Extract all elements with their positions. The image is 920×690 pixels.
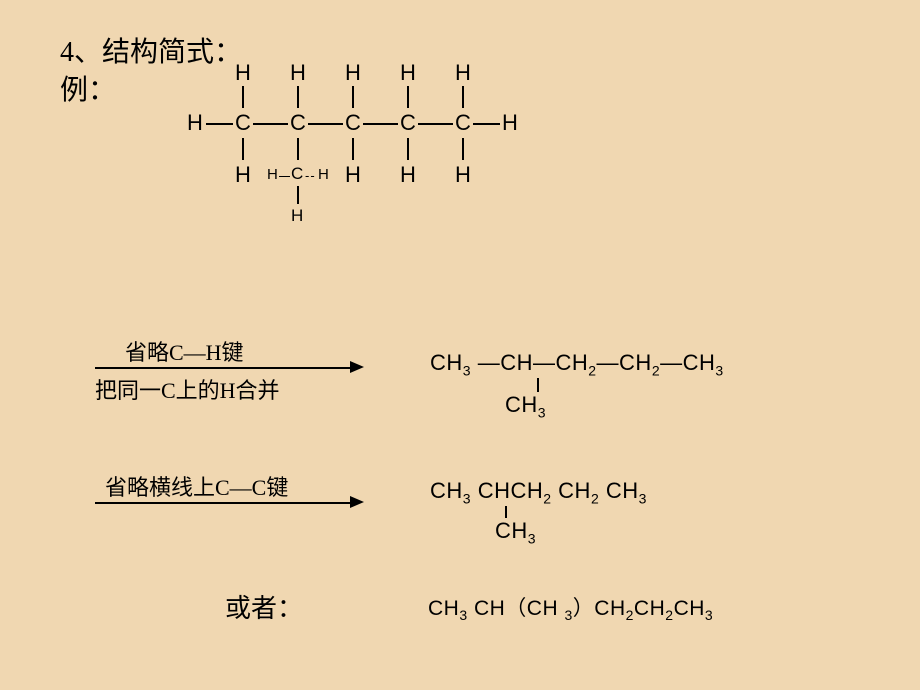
bond-vertical bbox=[407, 138, 409, 160]
ffp2: CH（CH bbox=[468, 597, 565, 620]
ffp0: CH bbox=[428, 597, 459, 620]
bond-horizontal bbox=[253, 123, 288, 125]
arrow-head-icon bbox=[350, 496, 364, 508]
bond-vertical bbox=[297, 86, 299, 108]
atom-h: H bbox=[290, 60, 306, 86]
f1bp0: CH bbox=[505, 392, 538, 417]
bond-horizontal bbox=[279, 176, 290, 177]
atom-h: H bbox=[455, 60, 471, 86]
atom-h: H bbox=[235, 60, 251, 86]
f1p3: 2 bbox=[588, 362, 596, 378]
heading-line-2: 例： bbox=[60, 68, 116, 108]
atom-c: C bbox=[291, 164, 303, 184]
f1p0: CH bbox=[430, 350, 463, 375]
bond-vertical bbox=[242, 138, 244, 160]
ffp1: 3 bbox=[459, 607, 467, 623]
bond-horizontal bbox=[473, 123, 500, 125]
bond-horizontal bbox=[363, 123, 398, 125]
bond-horizontal bbox=[418, 123, 453, 125]
step1-arrow: 省略C—H键 把同一C上的H合并 bbox=[95, 335, 375, 405]
structural-formula: H H H H H H C C C C C H H H C -- H H H H… bbox=[180, 60, 600, 290]
arrow-line bbox=[95, 502, 350, 504]
atom-h: H bbox=[318, 166, 329, 183]
dash-bond: -- bbox=[305, 168, 316, 183]
f2p0: CH bbox=[430, 478, 463, 503]
arrow-head-icon bbox=[350, 361, 364, 373]
bond-vertical bbox=[462, 86, 464, 108]
bond-vertical bbox=[297, 138, 299, 160]
atom-h: H bbox=[345, 60, 361, 86]
step2-arrow: 省略横线上C—C键 bbox=[95, 470, 375, 530]
atom-c: C bbox=[290, 110, 306, 136]
atom-c: C bbox=[455, 110, 471, 136]
ffp8: CH bbox=[674, 597, 705, 620]
bond-horizontal bbox=[206, 123, 233, 125]
bond-vertical bbox=[462, 138, 464, 160]
bond-horizontal bbox=[308, 123, 343, 125]
f1p4: —CH bbox=[597, 350, 652, 375]
atom-c: C bbox=[235, 110, 251, 136]
condensed-formula-1: CH3 —CH—CH2—CH2—CH3 bbox=[430, 350, 724, 378]
condensed-formula-2-branch: CH3 bbox=[495, 518, 536, 546]
f2p4: CH bbox=[552, 478, 591, 503]
f1p5: 2 bbox=[652, 362, 660, 378]
branch-bond bbox=[537, 378, 539, 392]
atom-h: H bbox=[345, 162, 361, 188]
f1p7: 3 bbox=[715, 362, 723, 378]
atom-h: H bbox=[187, 110, 203, 136]
ffp3: 3 bbox=[564, 607, 572, 623]
condensed-formula-1-branch: CH3 bbox=[505, 392, 546, 420]
atom-h: H bbox=[267, 166, 278, 183]
ffp5: 2 bbox=[626, 607, 634, 623]
bond-vertical bbox=[352, 138, 354, 160]
step1-below-text: 把同一C上的H合并 bbox=[95, 373, 280, 405]
f1bp1: 3 bbox=[538, 404, 546, 420]
step2-above-text: 省略横线上C—C键 bbox=[105, 470, 288, 502]
f2bp1: 3 bbox=[528, 530, 536, 546]
bond-vertical bbox=[297, 186, 299, 204]
f2p5: 2 bbox=[591, 490, 599, 506]
atom-h: H bbox=[455, 162, 471, 188]
f2p2: CHCH bbox=[471, 478, 543, 503]
atom-h: H bbox=[291, 206, 303, 226]
bond-vertical bbox=[407, 86, 409, 108]
atom-h: H bbox=[502, 110, 518, 136]
f2p7: 3 bbox=[639, 490, 647, 506]
f2p3: 2 bbox=[543, 490, 551, 506]
bond-vertical bbox=[242, 86, 244, 108]
final-formula: CH3 CH（CH 3）CH2CH2CH3 bbox=[428, 592, 713, 623]
or-label: 或者： bbox=[225, 588, 303, 625]
condensed-formula-2: CH3 CHCH2 CH2 CH3 bbox=[430, 478, 647, 506]
atom-h: H bbox=[400, 162, 416, 188]
ffp9: 3 bbox=[705, 607, 713, 623]
f1p1: 3 bbox=[463, 362, 471, 378]
atom-h: H bbox=[235, 162, 251, 188]
f2p1: 3 bbox=[463, 490, 471, 506]
bond-vertical bbox=[352, 86, 354, 108]
branch-bond bbox=[505, 506, 507, 518]
arrow-line bbox=[95, 367, 350, 369]
f2p6: CH bbox=[599, 478, 638, 503]
ffp7: 2 bbox=[665, 607, 673, 623]
atom-c: C bbox=[400, 110, 416, 136]
step1-above-text: 省略C—H键 bbox=[125, 335, 244, 367]
atom-h: H bbox=[400, 60, 416, 86]
ffp4: ）CH bbox=[573, 597, 626, 620]
f1p2: —CH—CH bbox=[471, 350, 588, 375]
f1p6: —CH bbox=[660, 350, 715, 375]
f2bp0: CH bbox=[495, 518, 528, 543]
atom-c: C bbox=[345, 110, 361, 136]
ffp6: CH bbox=[634, 597, 665, 620]
